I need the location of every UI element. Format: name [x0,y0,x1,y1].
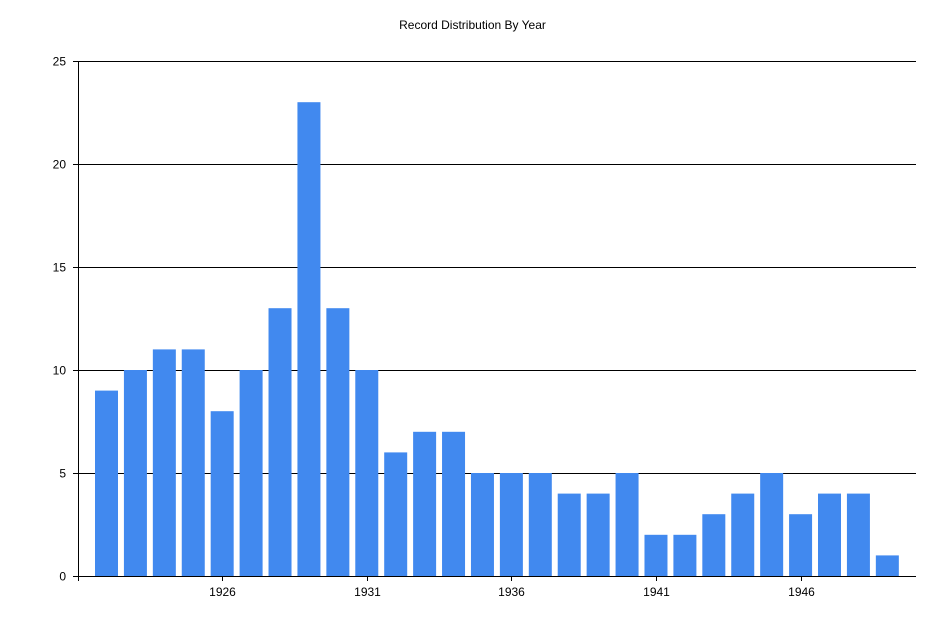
bar-1923 [123,370,147,576]
y-tick-label: 20 [53,158,67,172]
bar-1925 [181,349,205,576]
bar-1929 [297,102,321,576]
bar-1937 [528,473,552,576]
bar-1924 [152,349,176,576]
bar-1936 [499,473,523,576]
bar-1927 [239,370,263,576]
y-tick-label: 15 [53,261,67,275]
bar-1939 [586,493,610,576]
bar-1938 [557,493,581,576]
y-tick-label: 5 [59,467,66,481]
bar-1933 [413,431,437,576]
bar-1932 [384,452,408,576]
bar-1934 [442,431,466,576]
x-tick-label: 1941 [643,585,670,599]
x-tick-label: 1931 [354,585,381,599]
bar-1928 [268,308,292,576]
bar-1945 [760,473,784,576]
bar-1930 [326,308,350,576]
x-tick-label: 1936 [498,585,525,599]
bar-1922 [95,390,118,576]
bar-1935 [470,473,494,576]
y-tick-label: 25 [53,55,67,69]
bar-1943 [702,514,726,576]
bar-1941 [644,534,668,576]
x-tick-label: 1926 [209,585,236,599]
y-tick-label: 10 [53,364,67,378]
bar-1926 [210,411,234,576]
x-tick-label: 1946 [788,585,815,599]
bar-1942 [673,534,697,576]
bar-1949 [875,555,899,576]
bar-1947 [818,493,841,576]
bar-1948 [846,493,870,576]
bar-1931 [355,370,379,576]
bar-1946 [789,514,813,576]
y-tick-label: 0 [59,570,66,584]
bar-1940 [615,473,639,576]
bar-1944 [731,493,755,576]
chart-title: Record Distribution By Year [399,18,546,32]
